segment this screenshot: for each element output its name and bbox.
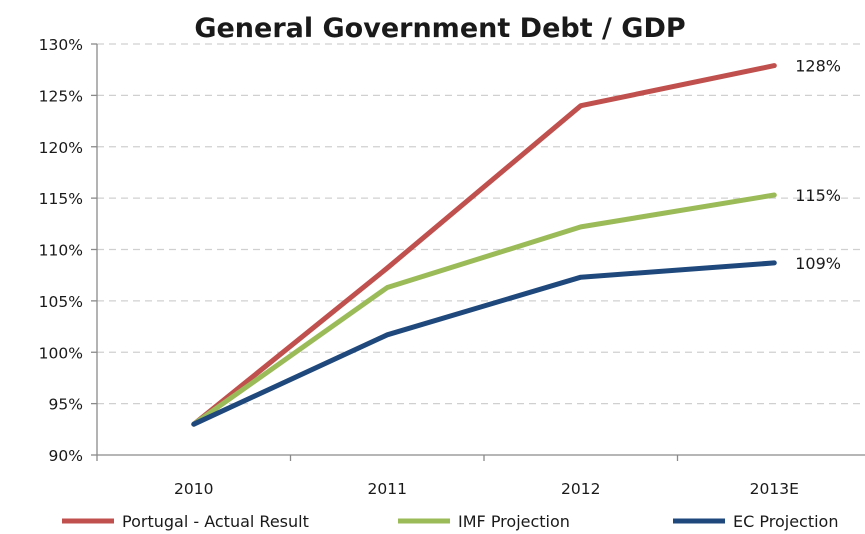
data-labels: 128% 115% 109% — [795, 57, 841, 273]
x-tick-label: 2011 — [368, 480, 407, 498]
x-tick-label: 2013E — [750, 480, 799, 498]
x-tick-label: 2012 — [561, 480, 600, 498]
series-line-2 — [191, 260, 777, 427]
x-tick-label: 2010 — [174, 480, 213, 498]
gridlines — [97, 43, 865, 405]
y-tick-label: 95% — [49, 396, 83, 414]
legend-label: Portugal - Actual Result — [122, 512, 309, 531]
y-tick-label: 115% — [39, 190, 83, 208]
y-tick-label: 100% — [39, 344, 83, 362]
data-label: 115% — [795, 186, 841, 205]
series-lines — [191, 63, 777, 427]
y-tick-label: 130% — [39, 36, 83, 54]
series-line-0 — [191, 63, 777, 427]
x-axis-ticks: 2010 2011 2012 2013E — [174, 480, 799, 498]
axes — [91, 43, 865, 461]
y-tick-label: 105% — [39, 293, 83, 311]
legend: Portugal - Actual Result IMF Projection EC… — [62, 512, 838, 531]
legend-label: EC Projection — [733, 512, 838, 531]
y-axis-ticks: 90% 95% 100% 105% 110% 115% 120% 125% 130% — [39, 36, 83, 465]
y-tick-label: 120% — [39, 139, 83, 157]
y-tick-label: 125% — [39, 87, 83, 105]
y-tick-label: 110% — [39, 242, 83, 260]
series-line-1 — [191, 192, 777, 427]
y-tick-label: 90% — [49, 447, 83, 465]
chart-title: General Government Debt / GDP — [194, 13, 685, 44]
data-label: 128% — [795, 57, 841, 76]
legend-label: IMF Projection — [458, 512, 570, 531]
data-label: 109% — [795, 254, 841, 273]
